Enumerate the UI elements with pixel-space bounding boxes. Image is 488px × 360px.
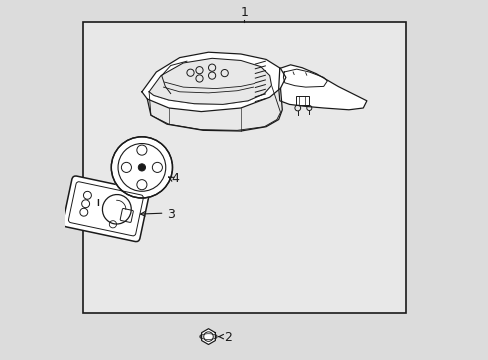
Text: 1: 1 [240,6,248,19]
Polygon shape [149,58,271,104]
Ellipse shape [200,333,217,340]
Text: 3: 3 [166,208,174,221]
Bar [82,22,406,313]
Polygon shape [201,329,215,345]
Polygon shape [142,52,285,112]
Text: 2: 2 [224,331,232,344]
Text: I: I [96,199,99,208]
Polygon shape [149,85,280,130]
Circle shape [138,164,145,171]
FancyBboxPatch shape [62,176,149,242]
Text: 4: 4 [171,172,179,185]
Polygon shape [278,65,366,110]
Bar [295,96,308,105]
Polygon shape [111,137,172,198]
